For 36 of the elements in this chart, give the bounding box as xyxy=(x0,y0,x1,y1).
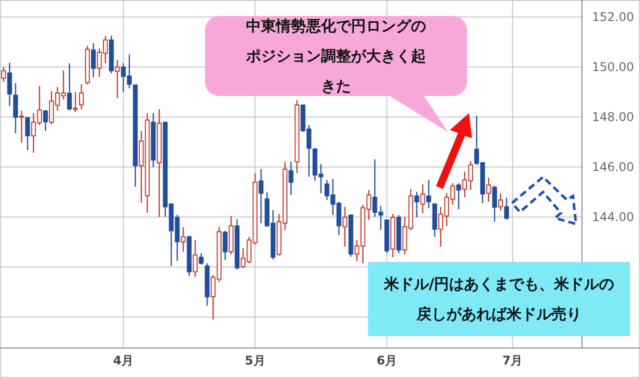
candlestick xyxy=(456,182,462,210)
candlestick xyxy=(198,252,204,266)
x-tick-label: 6月 xyxy=(376,354,397,368)
candlestick xyxy=(67,62,72,111)
annotation: 米ドル/円はあくまでも、米ドルの戻しがあれば米ドル売り xyxy=(382,275,614,323)
y-tick-label: 152.00 xyxy=(592,10,634,24)
candlestick xyxy=(180,226,186,252)
candlestick xyxy=(114,59,120,99)
y-tick-label: 148.00 xyxy=(592,110,634,124)
candlestick xyxy=(7,62,12,107)
candlestick xyxy=(91,42,96,78)
x-tick-label: 5月 xyxy=(244,354,266,368)
candlestick xyxy=(192,239,198,278)
candlestick xyxy=(426,179,432,209)
x-tick-label: 7月 xyxy=(502,354,523,368)
candlestick xyxy=(79,83,84,110)
annotation: 中東情勢悪化で円ロングのポジション調整が大きく起きた xyxy=(245,17,426,95)
candlestick xyxy=(504,197,509,220)
candlestick xyxy=(73,91,78,113)
candlestick xyxy=(25,116,30,151)
candlestick xyxy=(420,184,426,214)
candlestick xyxy=(342,206,348,248)
candlestick xyxy=(258,168,264,224)
y-tick-label: 146.00 xyxy=(592,160,634,174)
candlestick xyxy=(222,230,228,261)
candlestick xyxy=(288,161,294,196)
candlestick xyxy=(486,177,491,202)
candlestick xyxy=(19,110,24,144)
y-tick-label: 144.00 xyxy=(592,210,634,224)
candlestick xyxy=(13,82,18,134)
candlestick xyxy=(498,192,503,212)
y-tick-label: 150.00 xyxy=(592,60,634,74)
candlestick xyxy=(43,109,48,132)
candlestick xyxy=(414,191,420,218)
x-tick-label: 4月 xyxy=(113,354,134,368)
candlestick xyxy=(492,185,497,222)
